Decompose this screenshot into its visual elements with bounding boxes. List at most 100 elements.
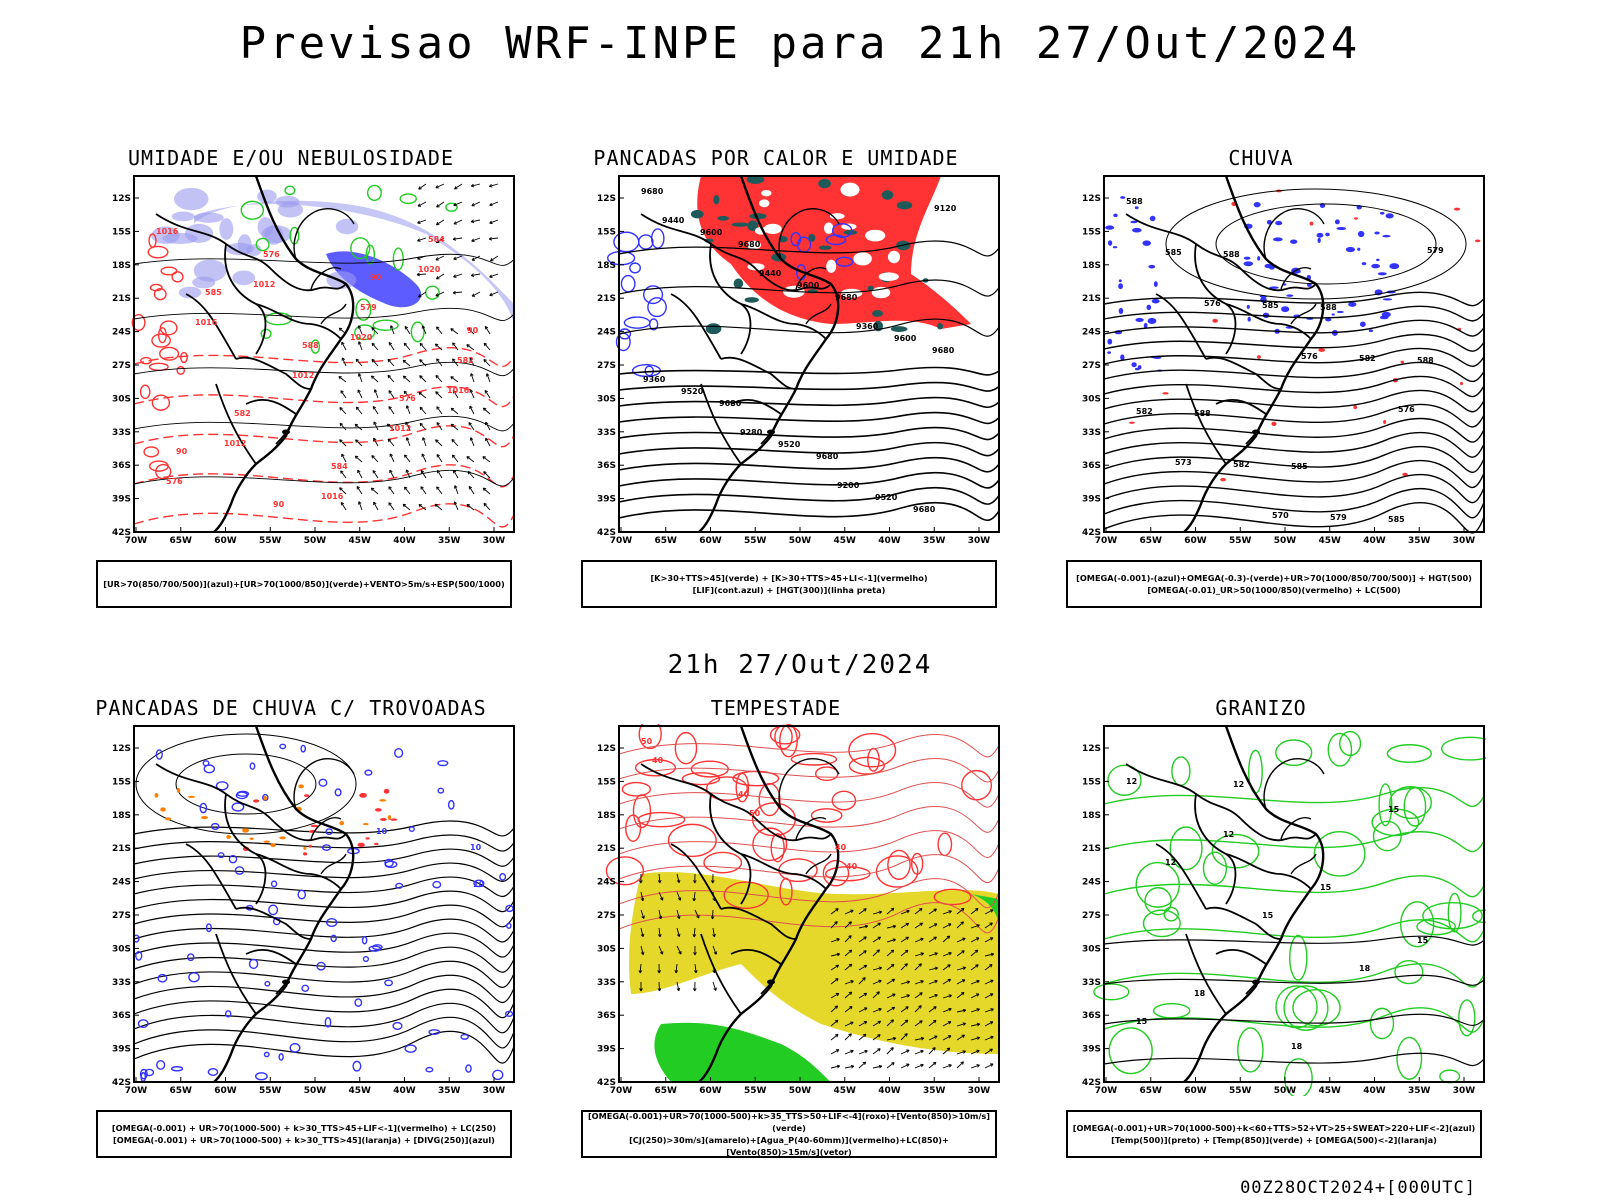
panel-umidade: UMIDADE E/OU NEBULOSIDADE 1016 1012 1020 10…	[56, 146, 526, 626]
streamline	[133, 918, 515, 943]
wind-vector	[419, 422, 427, 431]
wind-vector	[435, 343, 443, 351]
wind-vector	[451, 438, 455, 443]
wind-vector	[956, 950, 965, 957]
lon-tick-label: 70W	[610, 1086, 633, 1096]
wind-vector	[659, 951, 664, 955]
wind-vector	[373, 501, 379, 511]
lon-tick-label: 60W	[1184, 536, 1207, 546]
contour-label: 9360	[856, 322, 879, 331]
humidity-patch	[193, 212, 224, 223]
wind-vector	[435, 185, 439, 189]
contour-label: 585	[1291, 462, 1308, 471]
wind-vector	[482, 456, 491, 463]
wind-vector	[403, 342, 411, 351]
wind-vector	[872, 991, 880, 999]
wind-vector	[436, 219, 445, 226]
wind-vector	[357, 389, 363, 399]
lon-tick-label: 40W	[878, 1086, 901, 1096]
wind-vector	[976, 993, 980, 997]
wind-vector	[990, 1008, 994, 1012]
contour-label: 18	[1291, 1042, 1303, 1051]
divergence-contour	[157, 973, 168, 983]
coastline	[213, 725, 355, 1083]
humidity-contour-green	[310, 339, 321, 354]
wind-vector	[942, 910, 952, 915]
wind-vector	[844, 991, 853, 999]
wind-vector	[934, 979, 938, 984]
wind-vector	[435, 391, 443, 399]
wind-vector	[419, 359, 423, 363]
wind-vector	[370, 375, 375, 379]
omega-area	[1264, 263, 1273, 269]
wind-vector	[970, 993, 980, 999]
lat-tick-label: 27S	[1082, 911, 1101, 921]
wind-vector	[418, 186, 422, 190]
state-border	[1290, 303, 1317, 325]
wind-vector	[835, 1049, 840, 1053]
red-area	[304, 794, 310, 798]
wind-vector	[928, 980, 938, 985]
wind-vector	[850, 1049, 854, 1054]
wind-vector	[450, 376, 459, 383]
wind-vector	[976, 1049, 980, 1054]
contour-label: 588	[1126, 197, 1143, 206]
precip-water-contour	[815, 766, 839, 782]
instability-patch	[733, 278, 744, 289]
wind-vector	[436, 204, 440, 208]
lon-tick-label: 40W	[878, 536, 901, 546]
contour-label: 584	[331, 462, 348, 471]
lat-tick-label: 24S	[597, 328, 616, 338]
streamline	[135, 733, 357, 835]
country-border	[700, 933, 742, 1015]
omega-area	[1118, 283, 1124, 290]
wind-vector	[928, 1035, 938, 1041]
temp850-contour	[1327, 732, 1353, 767]
instability-patch	[744, 297, 759, 303]
lat-tick-label: 21S	[112, 844, 131, 854]
lat-tick-label: 42S	[112, 1078, 131, 1088]
state-border	[778, 208, 840, 260]
rain-area	[1128, 421, 1135, 424]
wind-vector	[418, 504, 427, 511]
wind-vector	[975, 937, 980, 941]
wind-vector	[976, 1036, 980, 1040]
state-border	[1290, 853, 1317, 875]
lat-tick-label: 42S	[597, 528, 616, 538]
panel-granizo: GRANIZO 12 12 15 15 18 18 15 12 15 18 15 12 12S 15S 18…	[1026, 696, 1496, 1176]
panel-pancadas-calor: PANCADAS POR CALOR E UMIDADE 9680 9680 968…	[541, 146, 1011, 626]
wind-vector	[490, 255, 499, 262]
omega-area	[1120, 196, 1126, 199]
wind-vector	[419, 375, 423, 379]
wind-vector	[470, 437, 475, 447]
wind-vector	[886, 1019, 894, 1027]
wind-vector	[419, 342, 427, 351]
lif-contour	[638, 234, 654, 250]
wind-vector	[848, 921, 852, 925]
wind-vector	[454, 186, 458, 190]
wind-vector	[436, 273, 445, 280]
rain-area	[1318, 348, 1326, 353]
wind-vector	[956, 979, 966, 985]
wind-vector	[339, 439, 347, 447]
omega-area	[1368, 329, 1374, 333]
wind-vector	[389, 469, 393, 474]
wind-vector	[404, 486, 408, 490]
wind-vector	[419, 359, 427, 367]
contour-label: 1016	[321, 492, 344, 501]
wind-vector	[435, 375, 443, 383]
humidity-patch	[184, 223, 214, 243]
country-border	[185, 843, 237, 910]
wind-vector	[878, 966, 882, 971]
wind-vector	[338, 376, 342, 380]
wind-vector	[341, 341, 347, 351]
divergence-contour	[215, 781, 229, 791]
wind-vector	[942, 1021, 952, 1027]
wind-vector	[471, 238, 475, 243]
precip-water-contour	[758, 782, 781, 817]
rain-area	[1354, 217, 1358, 220]
contour-label: 1012	[224, 439, 246, 448]
wind-vector	[713, 951, 718, 955]
lon-tick-label: 50W	[789, 1086, 812, 1096]
wind-vector	[341, 453, 347, 463]
